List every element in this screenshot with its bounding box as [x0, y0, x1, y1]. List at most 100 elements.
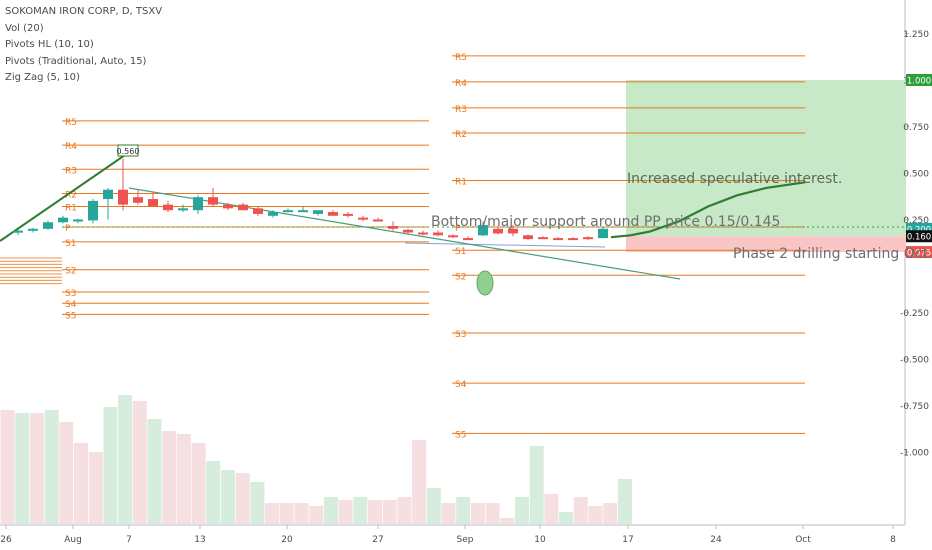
volume-bar — [162, 431, 177, 524]
volume-bar — [368, 500, 382, 524]
volume-bar — [397, 497, 412, 524]
pivot-right-label-s3: S3 — [455, 330, 466, 340]
pivot-right-label-r4: R4 — [455, 79, 467, 89]
time-tick-label: 20 — [281, 535, 293, 545]
pivot-left-label-s5: S5 — [65, 311, 76, 321]
candle-body — [58, 217, 68, 223]
candle-body — [388, 226, 398, 229]
candle-body — [133, 197, 143, 203]
candle-body — [298, 210, 308, 213]
candle-body — [13, 230, 23, 233]
candle-body — [538, 237, 548, 240]
candle-body — [118, 189, 128, 205]
time-tick-label: 7 — [126, 535, 132, 545]
time-tick-label: Sep — [457, 535, 474, 545]
volume-bar — [15, 413, 30, 524]
volume-bar — [250, 482, 265, 524]
time-tick-label: Aug — [64, 535, 82, 545]
candle-body — [508, 228, 518, 234]
downtrend-line — [128, 187, 681, 280]
price-axis: 1.250 1.000 0.750 0.500 0.250 -0.250 -0.500 -0.… — [900, 30, 932, 459]
candle-body — [193, 197, 203, 211]
price-badge-label: 0.160 — [907, 233, 931, 243]
time-tick-label: 17 — [622, 535, 633, 545]
price-badge — [906, 246, 932, 259]
pivot-hl-label: 0.560 — [117, 147, 140, 156]
volume-bar — [265, 503, 280, 524]
volume-bar — [485, 503, 500, 524]
volume-bar — [353, 497, 368, 524]
candle-body — [28, 228, 38, 231]
time-tick-label: 13 — [194, 535, 205, 545]
pivot-right-label-r1: R1 — [455, 177, 467, 187]
time-tick-label: 27 — [372, 535, 383, 545]
volume-indicator-label[interactable]: Vol (20) — [5, 22, 44, 34]
projection-curve — [610, 181, 806, 239]
volume-bar — [147, 419, 162, 524]
volume-bar — [382, 500, 397, 524]
price-tick-label: 0.500 — [903, 170, 929, 180]
drilling-annotation[interactable]: Phase 2 drilling starting Oct. — [733, 246, 932, 262]
pivot-left-label-p: P — [65, 224, 71, 234]
time-tick-label: 24 — [710, 535, 722, 545]
candles — [13, 159, 608, 241]
pivot-left-label-r3: R3 — [65, 166, 77, 176]
volume-bar — [559, 512, 574, 524]
zigzag-label[interactable]: Zig Zag (5, 10) — [5, 72, 80, 83]
candle-body — [73, 219, 83, 222]
candle-body — [523, 235, 533, 240]
volume-bar — [132, 401, 147, 524]
pivot-left-label-s1: S1 — [65, 239, 76, 249]
candle-body — [358, 217, 368, 220]
volume-bar — [456, 497, 471, 524]
symbol-title[interactable]: SOKOMAN IRON CORP, D, TSXV — [5, 6, 163, 17]
candle-body — [163, 204, 173, 211]
candle-body — [223, 204, 233, 209]
pivot-right-label-s4: S4 — [455, 380, 467, 390]
volume-bar — [118, 395, 133, 524]
pivot-left-label-r2: R2 — [65, 190, 77, 200]
support-annotation[interactable]: Bottom/major support around PP price 0.1… — [431, 214, 781, 230]
price-tick-label: 0.250 — [903, 216, 929, 226]
price-tick-label: -0.750 — [900, 402, 929, 412]
volume-bar — [206, 461, 221, 524]
candle-body — [403, 229, 413, 233]
time-tick-label: 26 — [0, 535, 12, 545]
candle-body — [328, 212, 338, 216]
pivot-left-label-s4: S4 — [65, 300, 77, 310]
candle-body — [148, 199, 158, 207]
pivot-right-label-r3: R3 — [455, 105, 467, 115]
volume-bar — [221, 470, 235, 524]
time-tick-label: Oct — [795, 535, 811, 545]
candle-body — [433, 232, 443, 236]
price-badge — [906, 74, 932, 86]
pivot-hl-box — [117, 144, 139, 157]
candle-body — [583, 237, 593, 240]
candle-body — [478, 225, 488, 236]
volume-bar — [617, 479, 632, 524]
volume-bar — [500, 518, 515, 524]
candle-body — [418, 232, 428, 235]
volume-bars — [0, 395, 632, 524]
pivot-left-label-s2: S2 — [65, 267, 76, 277]
indicator-legend: SOKOMAN IRON CORP, D, TSXV Vol (20) Pivo… — [5, 4, 162, 87]
candle-body — [373, 219, 383, 222]
candle-body — [238, 204, 248, 211]
time-axis: 26 Aug 7 13 20 27 Sep 10 17 24 Oct 8 — [0, 525, 896, 545]
candle-body — [598, 228, 608, 239]
pivots-traditional-label[interactable]: Pivots (Traditional, Auto, 15) — [5, 55, 147, 67]
volume-bar — [235, 473, 250, 524]
interest-annotation[interactable]: Increased speculative interest. — [627, 171, 843, 187]
volume-bar — [323, 497, 338, 524]
volume-bar — [191, 443, 206, 524]
pivot-right-label-p: P — [455, 224, 461, 234]
pivots-hl-label[interactable]: Pivots HL (10, 10) — [5, 39, 94, 50]
pivot-right-label-s2: S2 — [455, 272, 466, 282]
candle-body — [208, 197, 218, 205]
pivot-left-label-s3: S3 — [65, 289, 76, 299]
volume-bar — [29, 413, 44, 524]
candle-body — [568, 238, 578, 241]
volume-bar — [412, 440, 427, 524]
price-tick-label: 0.750 — [903, 123, 929, 133]
